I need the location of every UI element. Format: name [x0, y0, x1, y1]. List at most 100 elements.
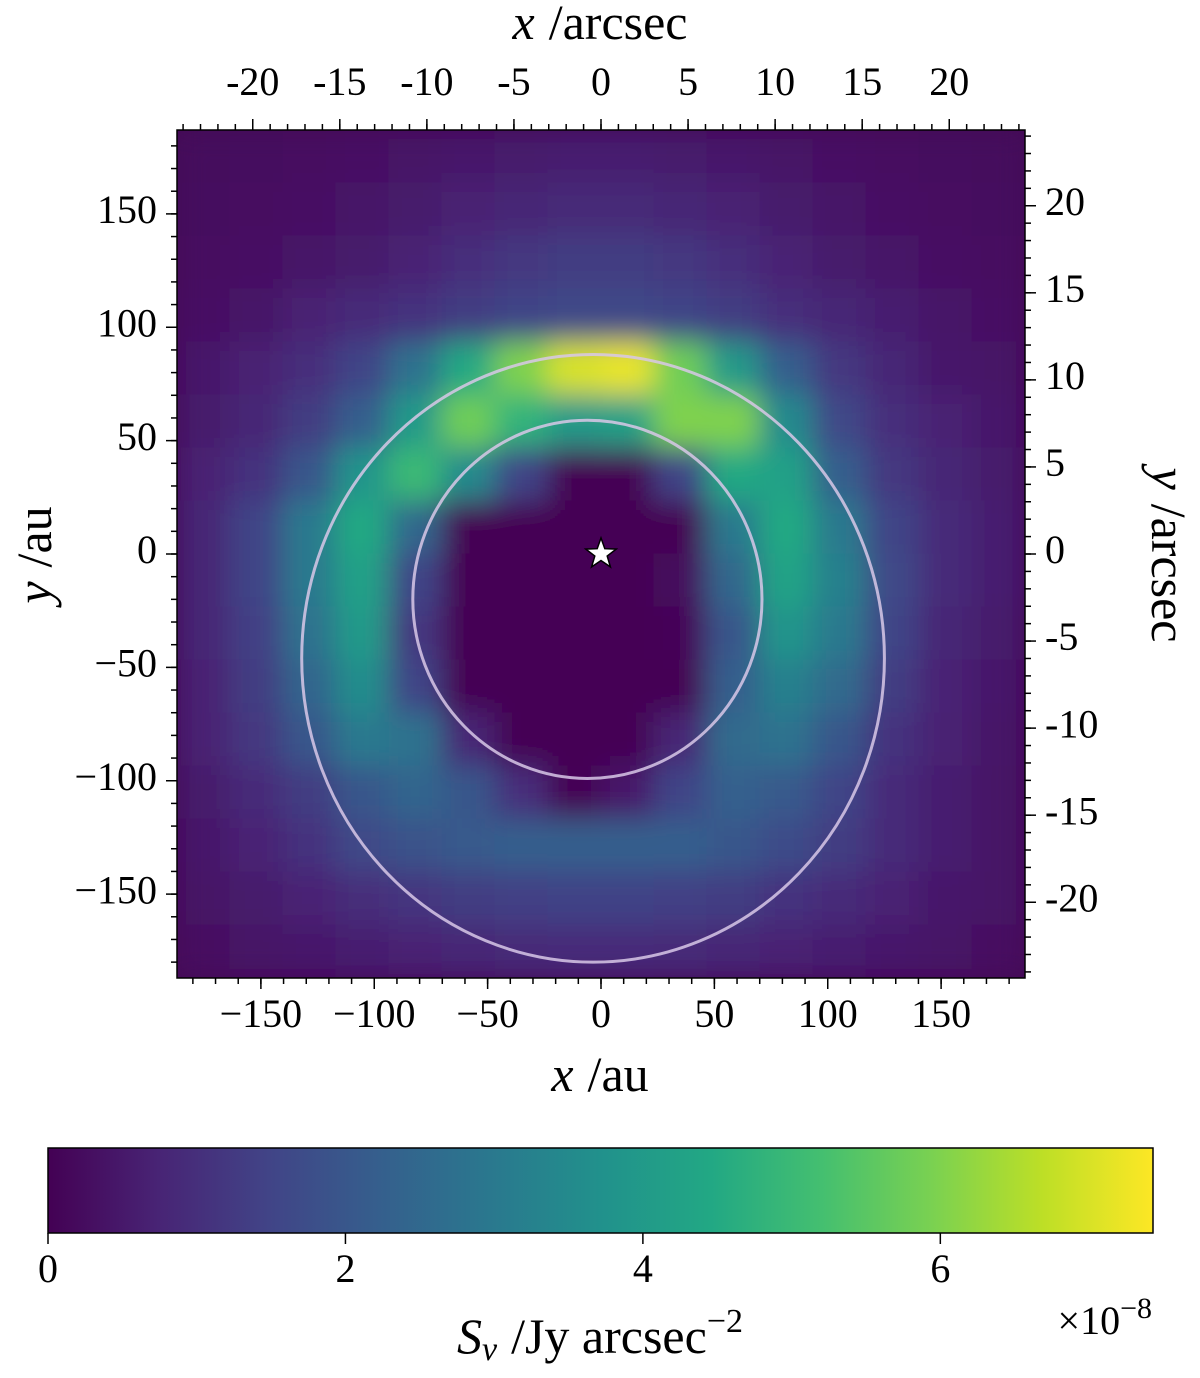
- x-tick-label: −100: [333, 991, 416, 1036]
- heat-cell: [335, 606, 390, 661]
- colorbar-var: S: [457, 1308, 482, 1364]
- heat-cell: [177, 235, 231, 290]
- heat-cell: [653, 182, 708, 237]
- heat-cell: [282, 818, 337, 873]
- heat-cell: [547, 871, 602, 926]
- heat-cell: [177, 394, 231, 449]
- heat-cell: [812, 924, 867, 978]
- heat-cell: [547, 130, 602, 184]
- heat-cell: [441, 712, 496, 767]
- heat-cell: [494, 818, 549, 873]
- heat-cell: [494, 447, 549, 502]
- x-axis-label: x/au: [550, 1046, 648, 1102]
- heat-cell: [600, 182, 655, 237]
- heat-cell: [812, 341, 867, 396]
- heat-cell: [971, 606, 1025, 661]
- heat-cell: [494, 606, 549, 661]
- heat-cell: [282, 288, 337, 343]
- heat-cell: [282, 871, 337, 926]
- heat-cell: [865, 394, 920, 449]
- heat-cell: [918, 553, 973, 608]
- heat-cell: [918, 447, 973, 502]
- heat-cell: [812, 394, 867, 449]
- colorbar-axis: 0 2 4 6: [38, 1233, 950, 1291]
- heat-cell: [229, 818, 284, 873]
- heat-cell: [812, 871, 867, 926]
- heat-cell: [865, 500, 920, 555]
- heat-cell: [759, 924, 814, 978]
- heat-cell: [706, 288, 761, 343]
- heat-cell: [229, 712, 284, 767]
- heat-cell: [229, 235, 284, 290]
- x2-label-unit: /arcsec: [549, 0, 688, 50]
- heatmap: [177, 130, 1025, 978]
- heat-cell: [229, 394, 284, 449]
- heat-cell: [388, 765, 443, 820]
- heat-cell: [971, 765, 1025, 820]
- heat-cell: [494, 500, 549, 555]
- x-label-unit: /au: [588, 1046, 649, 1102]
- heat-cell: [388, 341, 443, 396]
- heat-cell: [229, 182, 284, 237]
- heat-cell: [918, 130, 973, 184]
- heat-cell: [494, 659, 549, 714]
- heat-cell: [653, 500, 708, 555]
- heat-cell: [229, 500, 284, 555]
- star-marker: [583, 535, 619, 569]
- ring-outline: [411, 418, 764, 780]
- x-tick-label: −150: [220, 991, 303, 1036]
- x2-tick-label: 20: [929, 59, 969, 104]
- heat-cell: [547, 288, 602, 343]
- heat-cell: [706, 130, 761, 184]
- heat-cell: [282, 394, 337, 449]
- heat-cell: [229, 288, 284, 343]
- heat-cell: [653, 712, 708, 767]
- heat-cell: [706, 818, 761, 873]
- y2-tick-label: 20: [1045, 179, 1085, 224]
- heat-cell: [971, 553, 1025, 608]
- heat-cell: [494, 871, 549, 926]
- heat-cell: [600, 924, 655, 978]
- heat-cell: [441, 606, 496, 661]
- heat-cell: [282, 130, 337, 184]
- heat-cell: [971, 500, 1025, 555]
- x2-tick-label: 0: [591, 59, 611, 104]
- heat-cell: [547, 659, 602, 714]
- heat-cell: [918, 606, 973, 661]
- y2-tick-label: -5: [1045, 614, 1078, 659]
- heat-cell: [335, 130, 390, 184]
- heat-cell: [547, 818, 602, 873]
- heat-cell: [759, 500, 814, 555]
- heat-cell: [441, 341, 496, 396]
- heat-cell: [759, 341, 814, 396]
- heat-cell: [494, 130, 549, 184]
- heat-cell: [177, 712, 231, 767]
- heat-cell: [971, 341, 1025, 396]
- x-tick-label: 100: [798, 991, 858, 1036]
- heat-cell: [759, 818, 814, 873]
- heat-cell: [865, 288, 920, 343]
- heat-cell: [494, 182, 549, 237]
- heat-cell: [494, 712, 549, 767]
- heat-cell: [335, 553, 390, 608]
- y2-tick-label: -15: [1045, 788, 1098, 833]
- heat-cell: [388, 130, 443, 184]
- x2-tick-label: -20: [226, 59, 279, 104]
- heat-cell: [177, 341, 231, 396]
- heat-cell: [812, 182, 867, 237]
- heat-cell: [282, 659, 337, 714]
- heat-cell: [653, 871, 708, 926]
- heat-cell: [812, 553, 867, 608]
- y2-label-var: y: [1141, 463, 1197, 491]
- heat-cell: [282, 924, 337, 978]
- y-label-var: y: [6, 581, 62, 609]
- heat-cell: [441, 500, 496, 555]
- y2-axis-label: y/arcsec: [1141, 463, 1197, 643]
- colorbar-label: Sν/Jy arcsec−2: [457, 1303, 743, 1368]
- heat-cell: [229, 659, 284, 714]
- heat-cell: [494, 394, 549, 449]
- y-tick-label: 100: [97, 300, 157, 345]
- x-label-var: x: [550, 1046, 573, 1102]
- heat-cell: [971, 288, 1025, 343]
- heat-cell: [812, 659, 867, 714]
